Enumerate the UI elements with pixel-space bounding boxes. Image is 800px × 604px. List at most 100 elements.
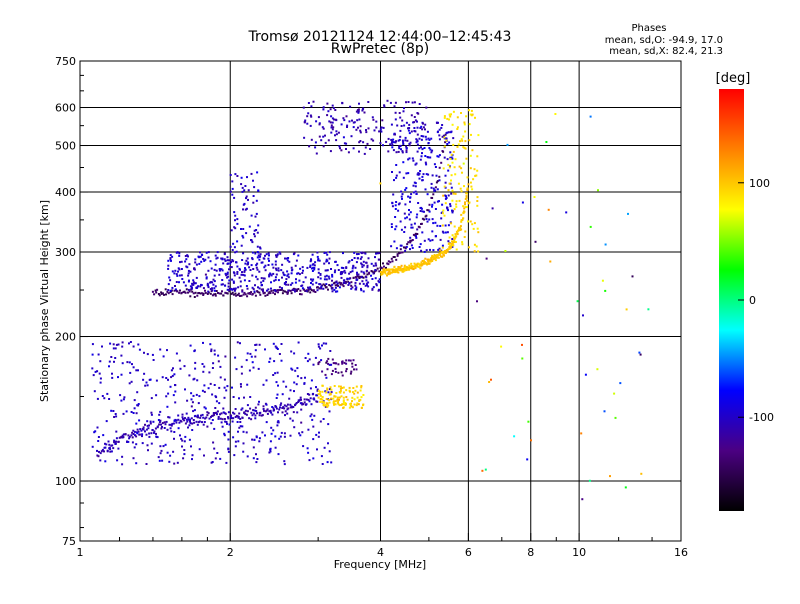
data-point [392,256,395,258]
y-tick-label: 400 [55,186,76,199]
data-point [315,386,317,389]
data-point [232,396,235,398]
data-point [330,287,333,290]
data-point [318,287,321,290]
data-point [268,273,271,276]
data-point [276,348,279,350]
data-point [322,135,325,138]
data-point [151,290,154,293]
data-point [161,422,164,425]
data-point [178,421,181,424]
data-point [408,218,411,221]
data-point [272,289,275,292]
data-point [402,141,405,144]
data-point [209,382,212,385]
data-point [359,398,362,401]
data-point [256,290,259,293]
data-point [452,150,455,153]
data-point [174,390,177,393]
data-point [349,403,352,405]
data-point [224,272,227,275]
data-point [345,142,348,145]
data-point [324,269,327,272]
data-point [451,238,454,240]
data-point [234,251,237,254]
data-point [224,259,227,262]
data-point [431,218,434,221]
data-point [469,113,472,116]
data-point [442,194,445,197]
data-point [581,498,584,501]
data-point [412,191,415,194]
data-point [268,254,270,257]
data-point [604,289,607,292]
data-point [278,286,281,289]
data-point [347,359,350,362]
data-point [337,131,340,134]
data-point [362,276,365,279]
data-point [414,130,417,133]
data-point [292,289,295,291]
data-point [312,438,315,441]
data-point [232,436,235,439]
data-point [352,276,355,279]
data-point [326,114,329,117]
data-point [188,438,191,441]
data-point [316,389,319,392]
data-point [275,267,277,270]
data-point [334,400,337,403]
data-point [117,447,120,450]
data-point [277,267,280,270]
data-point [145,381,148,384]
data-point [285,291,288,294]
data-point [333,395,336,398]
data-point [378,278,381,281]
data-point [221,269,224,272]
data-point [374,262,377,265]
data-point [413,121,416,124]
data-point [175,352,178,355]
data-point [310,289,313,292]
data-point [405,121,408,124]
data-point [158,421,161,424]
data-point [229,266,232,268]
data-point [311,253,314,256]
data-point [213,268,216,271]
data-point [296,272,299,275]
data-point [372,272,375,275]
data-point [105,443,108,446]
data-point [181,445,183,448]
data-point [432,249,435,252]
data-point [334,370,337,373]
data-point [431,230,434,233]
data-point [445,197,448,199]
data-point [221,258,224,261]
data-point [276,254,279,257]
data-point [459,187,462,190]
data-point [327,139,330,142]
data-point [421,260,424,262]
data-point [530,439,532,442]
data-point [311,418,314,421]
data-point [226,256,229,259]
data-point [240,228,242,230]
data-point [270,274,273,277]
data-point [212,412,215,414]
data-point [350,281,353,284]
data-point [364,146,367,149]
data-point [229,245,232,248]
data-point [255,275,258,278]
data-point [362,271,365,274]
data-point [614,416,617,419]
data-point [339,387,342,390]
data-point [179,261,181,264]
data-point [247,261,250,264]
data-point [234,356,237,359]
data-point [433,257,436,260]
data-point [385,140,388,143]
data-point [372,118,375,121]
data-point [325,404,328,407]
data-point [449,242,452,245]
data-point [455,203,458,206]
data-point [227,430,230,433]
